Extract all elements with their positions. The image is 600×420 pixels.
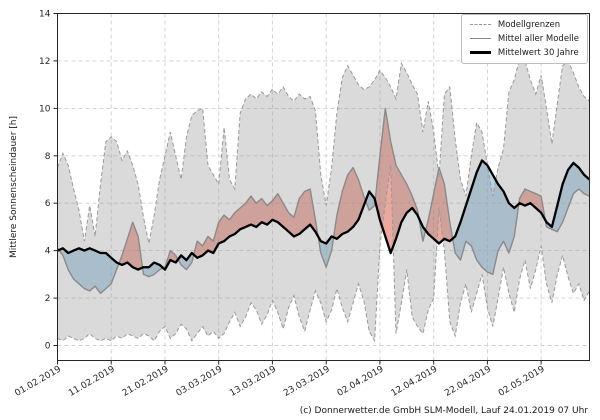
tick-marks: [53, 13, 542, 365]
copyright-caption: (c) Donnerwetter.de GmbH SLM-Modell, Lau…: [299, 406, 588, 416]
legend-item-modellgrenzen: Modellgrenzen: [469, 19, 579, 30]
x-tick-label: 12.04.2019: [390, 364, 440, 399]
x-tick-label: 13.03.2019: [228, 364, 278, 399]
x-tick-label: 11.02.2019: [67, 364, 117, 399]
y-tick-label: 14: [39, 10, 51, 20]
y-tick-label: 6: [45, 199, 51, 209]
x-tick-label: 01.02.2019: [13, 364, 63, 399]
fill-below-mean: [545, 162, 590, 232]
model-upper-bound-line: [57, 57, 590, 244]
x-tick-label: 23.03.2019: [282, 364, 332, 399]
x-tick-label: 22.04.2019: [443, 364, 493, 399]
fill-above-mean: [193, 189, 319, 258]
legend: Modellgrenzen Mittel aller Modelle Mitte…: [460, 14, 588, 64]
model-mean-line: [57, 107, 590, 294]
fill-below-mean: [58, 248, 119, 294]
fill-below-mean: [318, 236, 334, 268]
plot-border: [57, 13, 590, 361]
legend-label: Mittel aller Modelle: [497, 33, 579, 44]
x-tick-label: 02.05.2019: [497, 364, 547, 399]
y-axis-label: Mittlere Sonnenscheindauer [h]: [9, 116, 19, 258]
fill-below-mean: [142, 262, 164, 277]
mean30-line: [57, 159, 590, 271]
model-range-band: [57, 58, 590, 341]
y-tick-label: 10: [39, 104, 51, 114]
model-lower-bound-line: [57, 165, 590, 343]
fill-below-mean: [452, 160, 519, 275]
fill-above-mean: [333, 167, 366, 239]
fill-above-mean: [425, 167, 453, 244]
x-tick-label: 03.03.2019: [175, 364, 225, 399]
legend-label: Mittelwert 30 Jahre: [497, 47, 579, 58]
y-tick-label: 12: [39, 57, 50, 67]
legend-item-mittel-aller-modelle: Mittel aller Modelle: [469, 33, 579, 44]
solid-gray-line-sample-icon: [469, 38, 491, 39]
thick-black-line-sample-icon: [469, 51, 491, 54]
fill-above-mean: [375, 108, 419, 254]
x-tick-label: 02.04.2019: [336, 364, 386, 399]
legend-item-mittelwert-30-jahre: Mittelwert 30 Jahre: [469, 47, 579, 58]
x-tick-label: 21.02.2019: [121, 364, 171, 399]
y-tick-label: 0: [45, 342, 51, 352]
dashed-line-sample-icon: [469, 24, 491, 25]
y-tick-label: 2: [45, 294, 51, 304]
y-tick-label: 8: [45, 152, 51, 162]
legend-label: Modellgrenzen: [497, 19, 561, 30]
y-tick-label: 4: [45, 247, 51, 257]
